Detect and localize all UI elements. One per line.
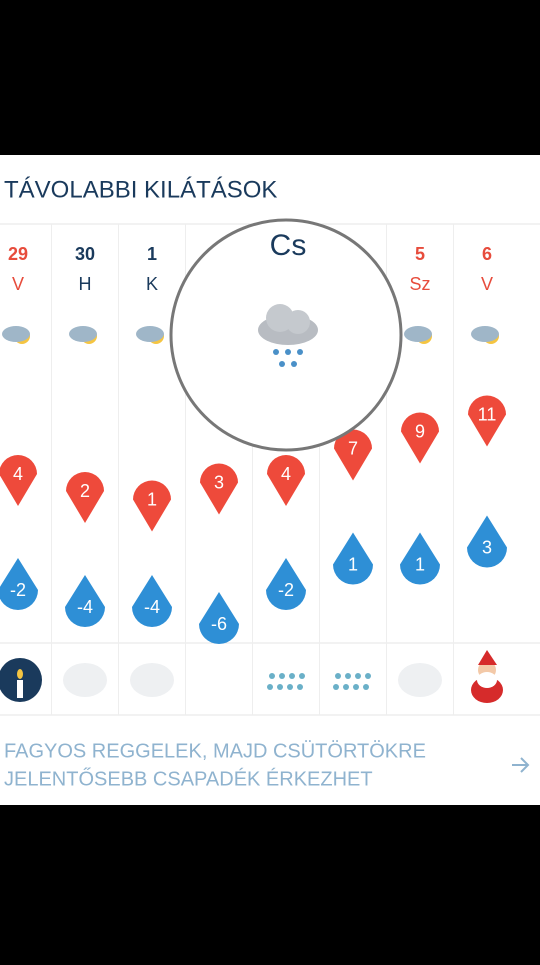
date: 29 [8,244,28,264]
max-pin [133,480,171,532]
rain-icon [267,673,305,690]
max-pin [468,395,506,447]
min-temp: 1 [348,554,358,574]
min-drop [0,558,38,610]
magnified-day: Cs [270,229,307,262]
max-temp: 11 [478,404,497,424]
fog-icon [398,663,442,697]
candle [17,680,23,698]
min-temp: -6 [211,614,227,634]
cloud [136,326,164,342]
max-temp: 3 [214,472,224,492]
min-temp: -2 [10,580,26,600]
section-title: TÁVOLABBI KILÁTÁSOK [4,176,277,203]
min-drop [132,575,172,627]
max-pin [267,455,305,506]
min-drop [65,575,105,627]
min-drop [333,532,373,585]
santa-icon [471,650,503,703]
max-temp: 4 [13,464,23,484]
footer-text[interactable]: JELENTŐSEBB CSAPADÉK ÉRKEZHET [4,767,373,790]
weekday: Sz [409,274,430,294]
max-pin [401,412,439,464]
max-temp: 9 [415,421,425,441]
cloud [471,326,499,342]
max-pin [66,472,104,523]
min-temp: 3 [482,537,492,557]
cloud [2,326,30,342]
weekday: K [146,274,158,294]
max-temp: 7 [348,438,358,458]
date: 5 [415,244,425,264]
weekday: V [12,274,24,294]
min-temp: -4 [77,597,93,617]
magnified-rain-cloud [258,304,318,367]
max-temp: 1 [147,489,157,509]
date: 6 [482,244,492,264]
min-temp: 1 [415,554,425,574]
rain-icon [333,673,371,690]
min-drop [400,532,440,585]
min-drop [266,558,306,610]
min-temp: -4 [144,597,160,617]
black-band [0,805,540,960]
cloud [404,326,432,342]
arrow-button[interactable] [512,757,530,773]
max-temp: 4 [281,464,291,484]
footer-text[interactable]: FAGYOS REGGELEK, MAJD CSÜTÖRTÖKRE [4,740,426,762]
bottom-icons [0,650,503,703]
fog-icon [63,663,107,697]
min-temp: -2 [278,580,294,600]
min-drop [199,592,239,644]
date: 1 [147,244,157,264]
max-temp: 2 [80,481,90,501]
fog-icon [130,663,174,697]
flame [17,669,23,679]
weekday: V [481,274,493,294]
date: 30 [75,244,95,264]
cloud [69,326,97,342]
weekday: H [79,274,92,294]
max-pin [0,455,37,506]
min-drop [467,515,507,568]
max-pin [334,429,372,481]
max-pin [200,463,238,515]
